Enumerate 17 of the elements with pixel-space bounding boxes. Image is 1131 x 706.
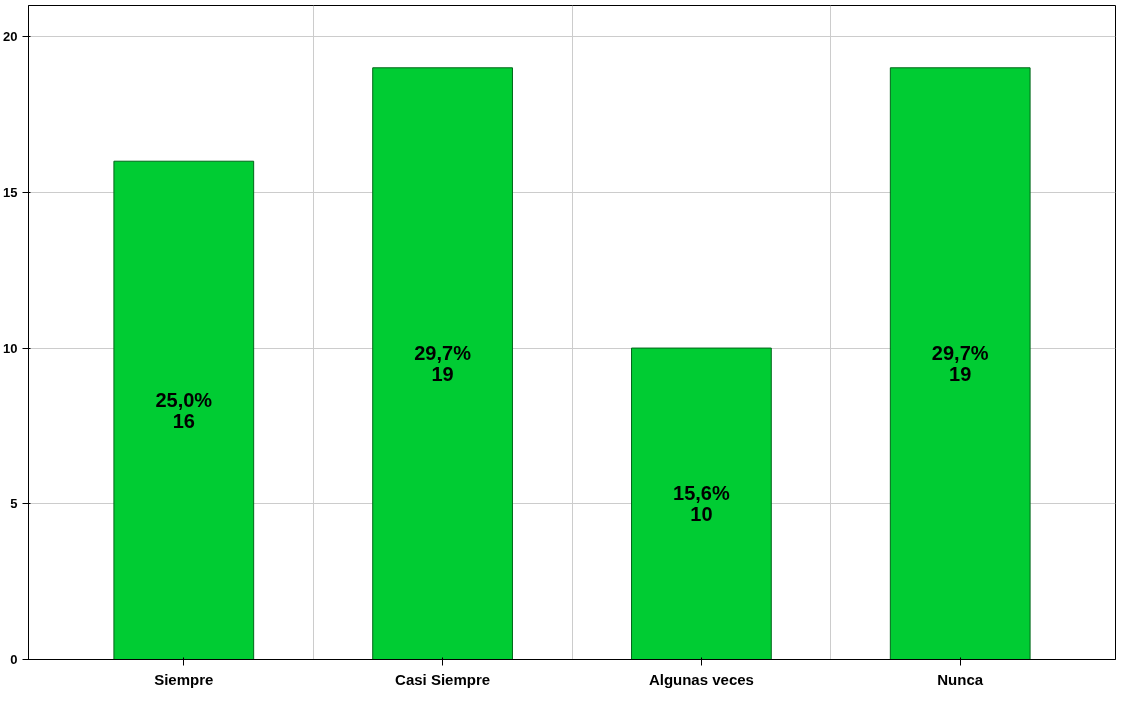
- x-tick-label: Siempre: [154, 670, 214, 688]
- y-tick-label: 20: [3, 29, 18, 45]
- x-tick-label: Casi Siempre: [395, 670, 491, 688]
- data-label: 15,6% 10: [673, 482, 730, 526]
- y-tick-label: 5: [10, 496, 18, 512]
- bar: [631, 347, 772, 660]
- data-label: 29,7% 19: [414, 342, 472, 386]
- data-label: 25,0% 16: [155, 388, 213, 432]
- data-label: 29,7% 19: [931, 342, 989, 386]
- y-tick-label: 0: [10, 652, 18, 667]
- bar: [889, 67, 1031, 660]
- bar: [113, 160, 255, 660]
- x-tick-label: Nunca: [937, 670, 984, 688]
- x-tick-label: Algunas veces: [648, 670, 754, 688]
- y-tick-label: 10: [3, 340, 18, 356]
- y-tick-label: 15: [3, 184, 18, 200]
- bar: [372, 67, 513, 660]
